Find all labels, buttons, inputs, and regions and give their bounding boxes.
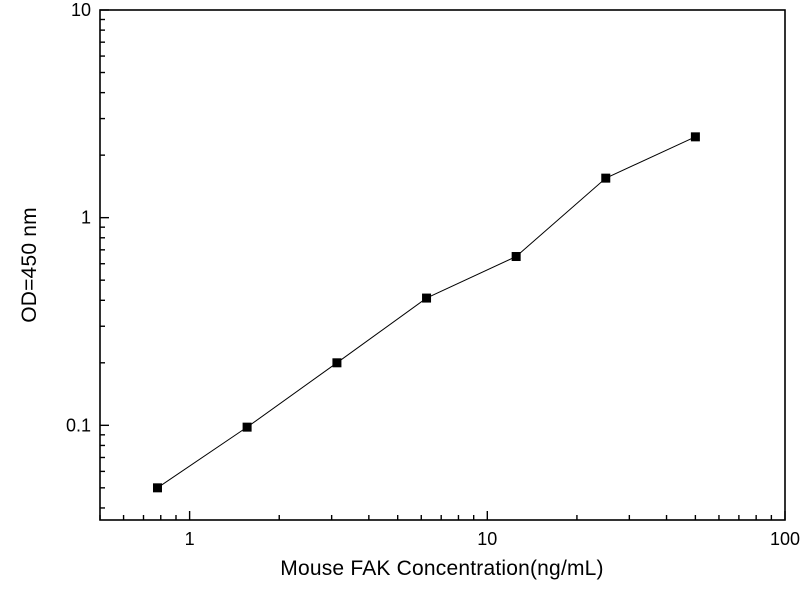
data-point-marker bbox=[332, 358, 342, 368]
y-tick-label: 10 bbox=[71, 0, 91, 20]
plot-frame bbox=[99, 9, 786, 521]
y-tick-label: 0.1 bbox=[66, 415, 91, 435]
y-tick-label: 1 bbox=[81, 208, 91, 228]
data-line bbox=[157, 136, 696, 489]
data-point-marker bbox=[511, 252, 521, 262]
x-tick-label: 1 bbox=[185, 529, 195, 549]
x-tick-label: 100 bbox=[770, 529, 800, 549]
data-point-marker bbox=[242, 422, 252, 432]
x-tick-label: 10 bbox=[477, 529, 497, 549]
data-point-marker bbox=[690, 132, 700, 142]
data-point-marker bbox=[422, 293, 432, 303]
data-point-marker bbox=[601, 173, 611, 183]
data-point-marker bbox=[152, 483, 162, 493]
x-axis-title: Mouse FAK Concentration(ng/mL) bbox=[280, 557, 604, 580]
y-axis-title: OD=450 nm bbox=[18, 207, 41, 323]
